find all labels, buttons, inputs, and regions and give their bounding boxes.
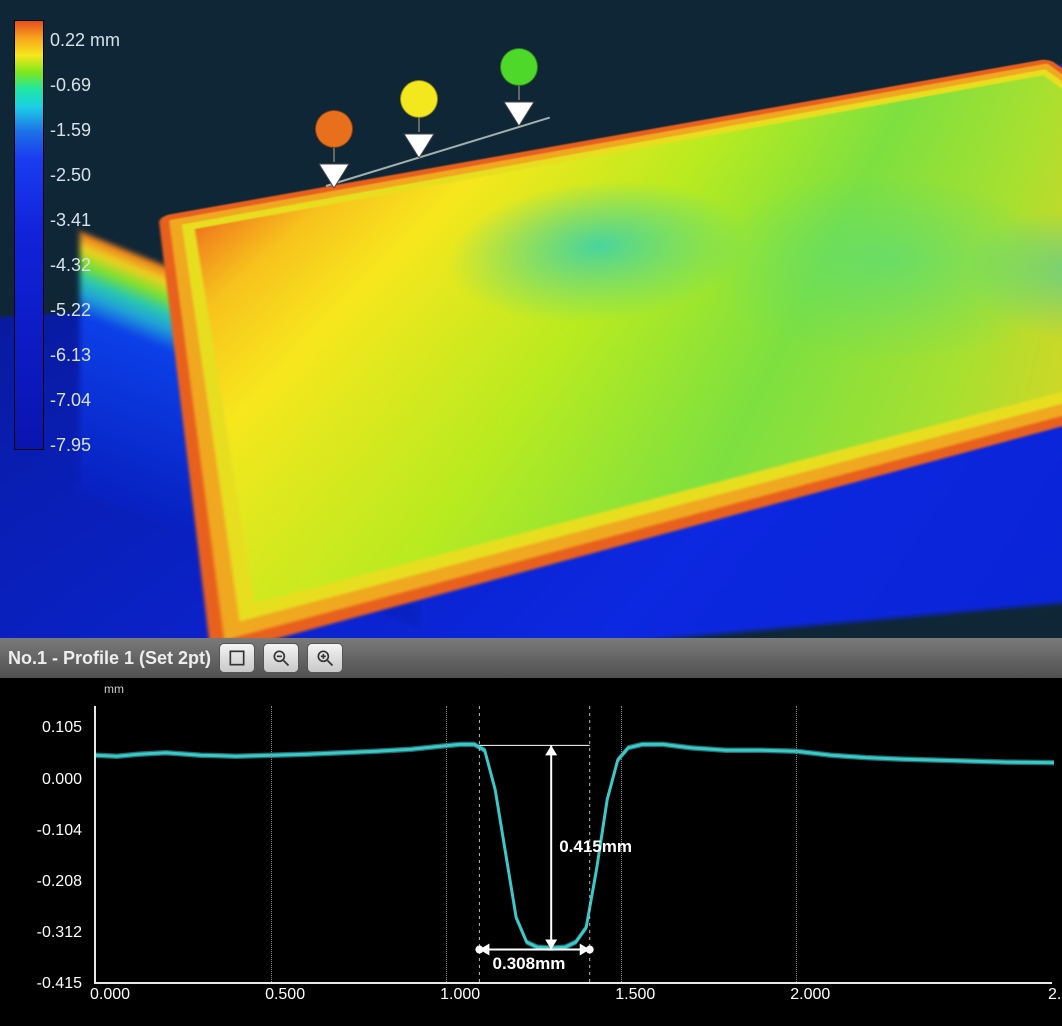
profile-title: No.1 - Profile 1 (Set 2pt) [8,648,211,669]
y-axis-unit: mm [104,682,124,696]
profile-toolbar: No.1 - Profile 1 (Set 2pt) [0,638,1062,678]
marker-ball [315,110,353,148]
legend-tick: -3.41 [50,198,120,243]
legend-tick: -7.04 [50,378,120,423]
legend-tick: -5.22 [50,288,120,333]
zoom-in-icon [315,648,335,668]
y-tick: -0.415 [37,975,82,993]
y-tick: 0.000 [42,771,82,789]
width-measurement-label: 0.308mm [493,954,566,974]
legend-tick: -6.13 [50,333,120,378]
x-tick: 0.500 [265,986,305,1004]
x-tick: 2.000 [790,986,830,1004]
profile-chart-panel: mm 0.105 0.000 -0.104 -0.208 -0.312 -0.415 0.… [0,678,1062,1026]
depth-measurement-label: 0.415mm [559,837,632,857]
chevron-down-icon [502,100,536,126]
legend-tick: -1.59 [50,108,120,153]
marker-ball [500,48,538,86]
y-tick: -0.104 [37,822,82,840]
gridline [446,706,447,982]
fit-view-button[interactable] [219,643,255,673]
y-tick: -0.208 [37,873,82,891]
chevron-down-icon [317,162,351,188]
zoom-out-icon [271,648,291,668]
zoom-out-button[interactable] [263,643,299,673]
marker-pin-3[interactable] [500,48,538,126]
legend-tick: -2.50 [50,153,120,198]
legend-tick: 0.22 mm [50,18,120,63]
marker-pin-1[interactable] [315,110,353,188]
legend-tick: -0.69 [50,63,120,108]
chevron-down-icon [402,132,436,158]
legend-tick: -4.32 [50,243,120,288]
y-tick: 0.105 [42,719,82,737]
marker-pin-2[interactable] [400,80,438,158]
x-tick: 1.000 [440,986,480,1004]
heightmap-3d-panel: 0.22 mm-0.69-1.59-2.50-3.41-4.32-5.22-6.… [0,0,1062,638]
gridline [271,706,272,982]
marker-ball [400,80,438,118]
x-tick: 2.736 [1048,986,1062,1004]
x-axis: 0.0000.5001.0001.5002.0002.736 [94,986,1052,1008]
expand-icon [227,648,247,668]
y-tick: -0.312 [37,924,82,942]
legend-tick: -7.95 [50,423,120,468]
color-legend-bar [14,20,44,450]
x-tick: 0.000 [90,986,130,1004]
gridline [796,706,797,982]
zoom-in-button[interactable] [307,643,343,673]
color-legend-labels: 0.22 mm-0.69-1.59-2.50-3.41-4.32-5.22-6.… [50,18,120,468]
x-tick: 1.500 [615,986,655,1004]
